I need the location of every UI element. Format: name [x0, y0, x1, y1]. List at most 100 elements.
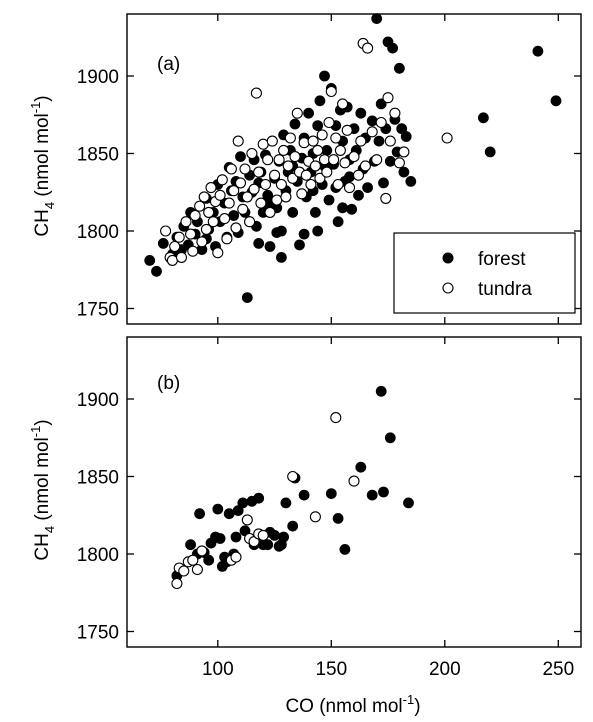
tundra-point	[237, 203, 249, 215]
tundra-point	[348, 475, 360, 487]
forest-point	[321, 144, 333, 156]
tundra-point	[257, 138, 269, 150]
tundra-point	[341, 124, 353, 136]
forest-point	[287, 520, 299, 532]
forest-point	[387, 42, 399, 54]
forest-point	[484, 146, 496, 158]
forest-point	[269, 530, 281, 541]
y-tick-label: 1750	[77, 623, 119, 644]
tundra-point	[398, 146, 410, 158]
forest-point	[287, 206, 299, 218]
forest-point	[280, 497, 292, 509]
tundra-point	[298, 137, 310, 149]
tundra-point	[339, 157, 351, 169]
tundra-point	[325, 85, 337, 98]
forest-point	[253, 492, 265, 504]
forest-point	[303, 107, 315, 119]
tundra-point	[221, 233, 233, 245]
forest-point	[393, 62, 405, 74]
tundra-point	[166, 254, 178, 266]
tundra-point	[212, 247, 224, 259]
tundra-point	[362, 42, 374, 54]
forest-point	[384, 155, 396, 167]
forest-point	[237, 497, 249, 509]
tundra-point	[196, 236, 208, 248]
forest-point	[298, 228, 310, 240]
forest-point	[353, 189, 364, 201]
panel-b-ticks: 1750 1800 1850 1900 100 150 200 250	[77, 337, 581, 680]
tundra-point	[300, 169, 312, 181]
tundra-point	[187, 554, 199, 566]
forest-point	[228, 210, 240, 221]
forest-point	[371, 13, 383, 25]
forest-point	[278, 531, 290, 543]
tundra-point	[334, 144, 346, 156]
forest-point	[346, 203, 358, 215]
tundra-point	[309, 160, 321, 172]
forest-point	[151, 265, 162, 277]
panel-b-points	[171, 385, 414, 590]
forest-point	[337, 202, 349, 214]
tundra-point	[198, 191, 210, 203]
forest-point	[378, 486, 389, 498]
tundra-point	[171, 577, 183, 590]
tundra-point	[359, 160, 371, 172]
tundra-point	[194, 200, 206, 212]
forest-point	[264, 241, 276, 252]
tundra-point	[257, 529, 269, 541]
tundra-point	[232, 135, 244, 147]
forest-point	[550, 95, 562, 107]
forest-point	[314, 95, 326, 107]
forest-point	[235, 151, 246, 163]
tundra-point	[355, 135, 367, 147]
panel-a-label: (a)	[157, 54, 180, 75]
forest-point	[373, 135, 385, 147]
forest-point	[366, 489, 378, 501]
tundra-point	[389, 107, 401, 119]
tundra-point	[280, 191, 292, 203]
tundra-point	[248, 183, 260, 195]
tundra-point	[169, 240, 181, 253]
tundra-point	[366, 126, 378, 138]
tundra-point	[289, 151, 301, 163]
tundra-point	[234, 177, 247, 189]
panel-a-frame	[126, 13, 582, 325]
tundra-point	[393, 157, 405, 169]
tundra-point	[255, 197, 267, 209]
tundra-point	[343, 182, 356, 194]
forest-point	[366, 115, 378, 127]
forest-point	[355, 107, 367, 119]
tundra-point	[287, 470, 299, 483]
forest-point	[344, 171, 355, 183]
tundra-point	[262, 154, 274, 166]
tundra-point	[244, 216, 256, 228]
tundra-point	[180, 216, 192, 228]
y-tick-label: 1850	[77, 145, 119, 166]
tundra-point	[250, 87, 262, 99]
legend-tundra-marker	[442, 282, 454, 294]
forest-point	[194, 508, 206, 520]
y-tick-label: 1900	[77, 390, 119, 411]
forest-point	[230, 531, 242, 543]
tundra-point	[291, 107, 303, 119]
y-tick-label: 1800	[77, 222, 119, 243]
tundra-point	[269, 169, 281, 181]
tundra-point	[348, 151, 360, 163]
forest-point	[312, 120, 324, 131]
forest-point	[532, 45, 544, 57]
forest-point	[294, 239, 305, 251]
tundra-point	[259, 178, 272, 191]
tundra-point	[200, 223, 212, 235]
tundra-point	[191, 563, 203, 576]
y-tick-label: 1750	[77, 300, 119, 321]
forest-point	[223, 508, 235, 520]
forest-point	[262, 539, 274, 551]
x-tick-label: 200	[429, 659, 461, 680]
tundra-point	[241, 514, 253, 526]
tundra-point	[207, 216, 219, 228]
tundra-point	[332, 178, 344, 191]
forest-point	[212, 503, 224, 515]
tundra-point	[278, 144, 290, 156]
legend-box	[393, 232, 576, 314]
